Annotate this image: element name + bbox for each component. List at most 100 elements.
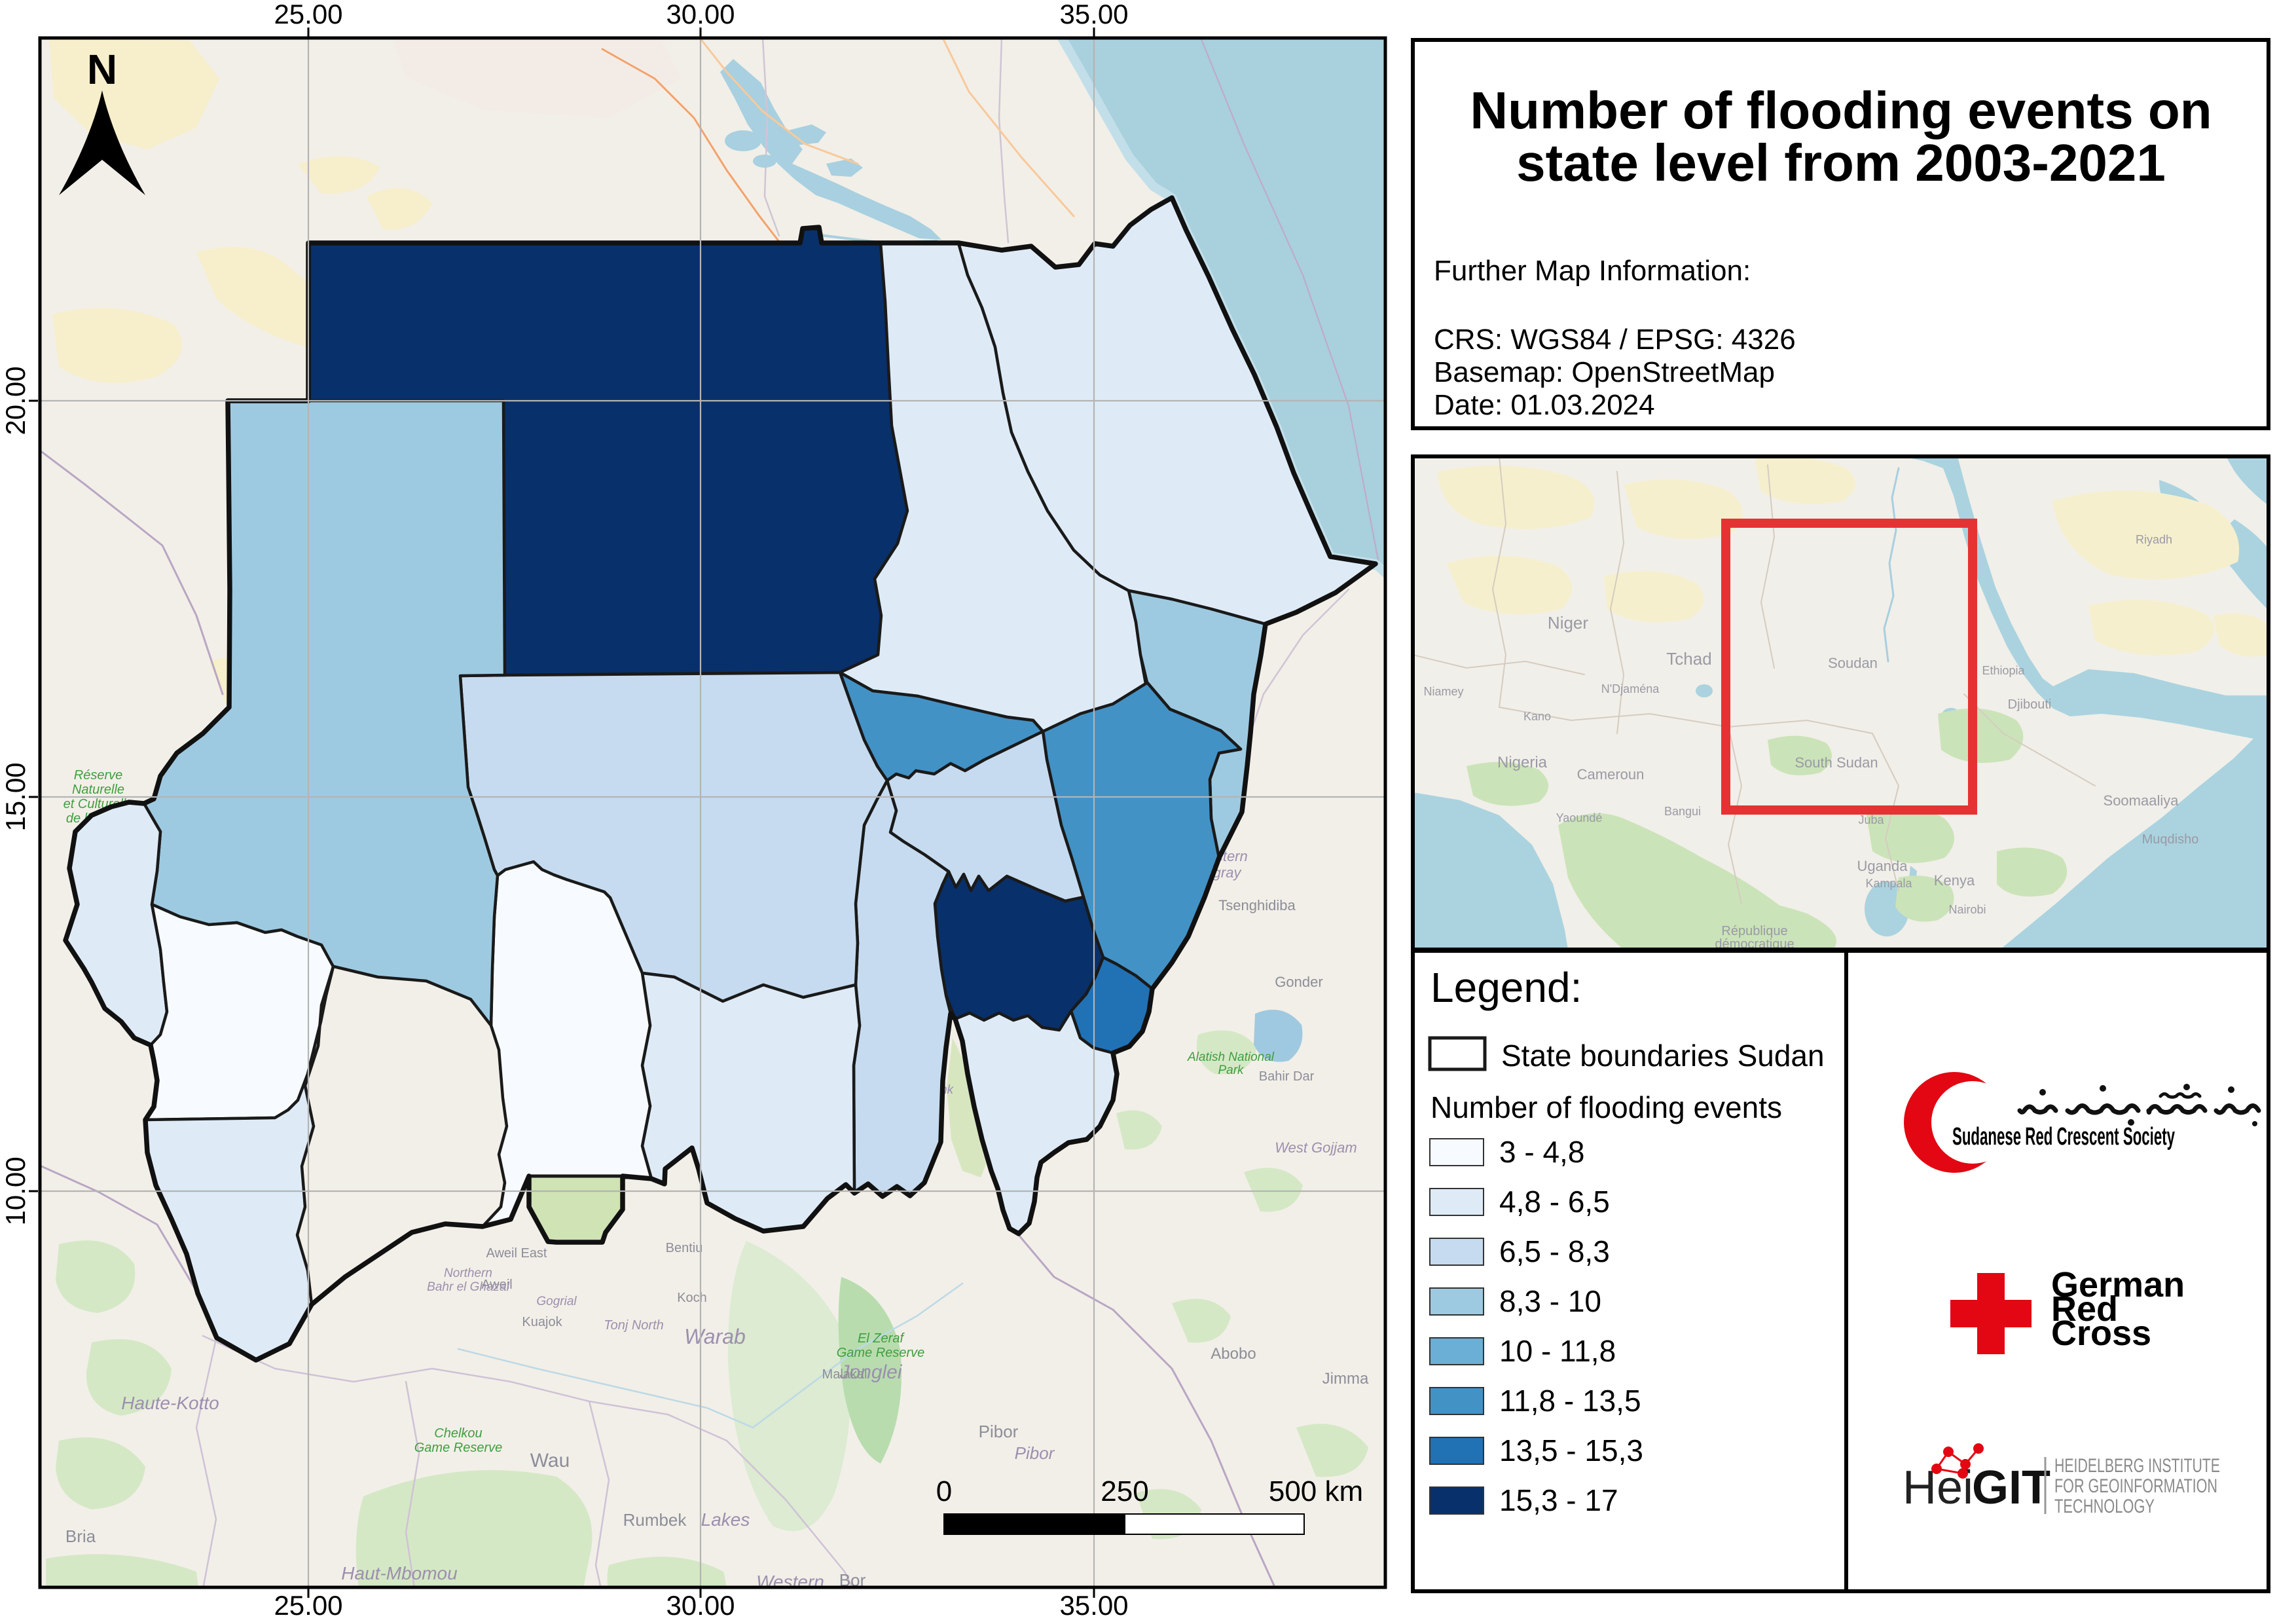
svg-text:Juba: Juba xyxy=(1858,813,1884,826)
svg-text:Nigeria: Nigeria xyxy=(1497,754,1548,771)
svg-text:Nairobi: Nairobi xyxy=(1948,903,1986,916)
svg-text:Tsenghidiba: Tsenghidiba xyxy=(1218,897,1296,913)
svg-text:Malakal: Malakal xyxy=(822,1367,867,1382)
svg-text:Pibor: Pibor xyxy=(1015,1443,1055,1463)
svg-text:Jimma: Jimma xyxy=(1322,1370,1369,1388)
svg-text:Yaoundé: Yaoundé xyxy=(1556,811,1603,824)
svg-text:démocratique: démocratique xyxy=(1715,937,1794,951)
svg-text:CRS: WGS84 / EPSG: 4326: CRS: WGS84 / EPSG: 4326 xyxy=(1434,323,1796,356)
svg-text:Haute-Kotto: Haute-Kotto xyxy=(121,1393,219,1413)
svg-text:Kenya: Kenya xyxy=(1934,872,1975,889)
svg-text:20.00: 20.00 xyxy=(0,366,31,435)
svg-text:3 - 4,8: 3 - 4,8 xyxy=(1499,1135,1584,1169)
svg-text:Obo: Obo xyxy=(481,1596,513,1616)
svg-text:10.00: 10.00 xyxy=(0,1156,31,1225)
svg-text:Chelkou: Chelkou xyxy=(434,1426,482,1441)
svg-text:25.00: 25.00 xyxy=(274,1590,342,1621)
svg-text:Bahr el Ghazal: Bahr el Ghazal xyxy=(427,1280,509,1294)
svg-text:Djibouti: Djibouti xyxy=(2008,697,2052,712)
svg-text:Cross: Cross xyxy=(2051,1314,2151,1353)
svg-text:250: 250 xyxy=(1101,1475,1148,1507)
svg-text:35.00: 35.00 xyxy=(1059,0,1128,29)
svg-text:Park: Park xyxy=(1218,1063,1245,1077)
svg-text:Bria: Bria xyxy=(65,1526,96,1546)
svg-text:Muqdisho: Muqdisho xyxy=(2142,832,2199,847)
svg-text:6,5 - 8,3: 6,5 - 8,3 xyxy=(1499,1234,1610,1268)
svg-text:Bentiu: Bentiu xyxy=(666,1241,703,1255)
svg-text:Kano: Kano xyxy=(1523,710,1551,723)
svg-text:Bangui: Bangui xyxy=(1664,805,1701,818)
svg-text:4,8 - 6,5: 4,8 - 6,5 xyxy=(1499,1185,1610,1219)
svg-text:Réserve: Réserve xyxy=(74,768,122,783)
svg-text:35.00: 35.00 xyxy=(1059,1590,1128,1621)
svg-text:15,3 - 17: 15,3 - 17 xyxy=(1499,1483,1618,1517)
svg-text:GIT: GIT xyxy=(1972,1462,2050,1514)
svg-text:Uganda: Uganda xyxy=(1857,858,1908,874)
svg-text:Gonder: Gonder xyxy=(1275,974,1322,990)
svg-text:Cameroun: Cameroun xyxy=(1577,766,1645,783)
svg-text:Tonj North: Tonj North xyxy=(604,1318,664,1333)
svg-text:Game Reserve: Game Reserve xyxy=(837,1346,925,1360)
svg-text:Mbomou: Mbomou xyxy=(176,1600,247,1620)
svg-text:Soudan: Soudan xyxy=(1828,655,1878,671)
svg-text:Number of flooding events on: Number of flooding events on xyxy=(1470,81,2212,139)
svg-text:8,3 - 10: 8,3 - 10 xyxy=(1499,1284,1601,1318)
svg-text:Sudanese Red Crescent Society: Sudanese Red Crescent Society xyxy=(1952,1123,2175,1151)
svg-text:Further Map Information:: Further Map Information: xyxy=(1434,255,1751,287)
svg-text:Date: 01.03.2024: Date: 01.03.2024 xyxy=(1434,389,1655,421)
svg-text:Bahir Dar: Bahir Dar xyxy=(1259,1069,1315,1084)
svg-text:Soomaaliya: Soomaaliya xyxy=(2104,792,2179,809)
svg-text:30.00: 30.00 xyxy=(666,1590,735,1621)
svg-text:Lakes: Lakes xyxy=(701,1509,750,1530)
svg-text:West Gojjam: West Gojjam xyxy=(1275,1139,1357,1156)
svg-text:Aweil: Aweil xyxy=(481,1278,512,1292)
svg-text:Naturelle: Naturelle xyxy=(72,783,124,797)
svg-text:11,8 - 13,5: 11,8 - 13,5 xyxy=(1499,1384,1641,1418)
svg-text:Number of flooding events: Number of flooding events xyxy=(1430,1090,1782,1124)
svg-text:Legend:: Legend: xyxy=(1430,964,1582,1011)
svg-text:Northern: Northern xyxy=(444,1266,492,1280)
svg-text:Koch: Koch xyxy=(677,1291,707,1305)
svg-text:République: République xyxy=(1721,924,1787,938)
svg-text:Jonglei: Jonglei xyxy=(839,1361,902,1383)
svg-text:Haut-Mbomou: Haut-Mbomou xyxy=(341,1563,458,1583)
svg-text:500 km: 500 km xyxy=(1269,1475,1363,1507)
svg-text:Alatish National: Alatish National xyxy=(1187,1050,1275,1064)
svg-text:Bor: Bor xyxy=(839,1570,866,1590)
svg-text:15.00: 15.00 xyxy=(0,762,31,831)
svg-text:Riyadh: Riyadh xyxy=(2136,533,2172,546)
svg-text:Western: Western xyxy=(756,1572,824,1592)
svg-text:Kuajok: Kuajok xyxy=(522,1315,562,1329)
svg-text:Pibor: Pibor xyxy=(979,1422,1019,1441)
svg-text:N'Djaména: N'Djaména xyxy=(1601,682,1660,695)
svg-text:Gogrial: Gogrial xyxy=(536,1295,577,1308)
svg-text:N: N xyxy=(87,46,117,93)
svg-text:Rumbek: Rumbek xyxy=(623,1510,687,1530)
svg-text:13,5 - 15,3: 13,5 - 15,3 xyxy=(1499,1433,1643,1467)
svg-text:Game Reserve: Game Reserve xyxy=(414,1441,503,1455)
svg-text:0: 0 xyxy=(936,1475,952,1507)
svg-text:German: German xyxy=(2051,1265,2185,1304)
svg-text:FOR GEOINFORMATION: FOR GEOINFORMATION xyxy=(2054,1475,2217,1497)
svg-text:TECHNOLOGY: TECHNOLOGY xyxy=(2054,1496,2155,1517)
svg-text:Aweil East: Aweil East xyxy=(486,1246,547,1261)
svg-text:Wau: Wau xyxy=(530,1450,570,1471)
svg-text:state level from 2003-2021: state level from 2003-2021 xyxy=(1516,134,2166,192)
svg-text:Basemap: OpenStreetMap: Basemap: OpenStreetMap xyxy=(1434,356,1775,388)
svg-text:El Zeraf: El Zeraf xyxy=(858,1331,905,1346)
svg-text:Tchad: Tchad xyxy=(1666,649,1711,669)
svg-text:Niger: Niger xyxy=(1548,613,1588,633)
svg-text:Ethiopia: Ethiopia xyxy=(1982,664,2025,677)
svg-text:Warab: Warab xyxy=(684,1325,746,1348)
svg-text:Niamey: Niamey xyxy=(1423,685,1463,698)
svg-text:25.00: 25.00 xyxy=(274,0,342,29)
svg-text:HEIDELBERG INSTITUTE: HEIDELBERG INSTITUTE xyxy=(2054,1455,2220,1477)
svg-text:Abobo: Abobo xyxy=(1211,1345,1256,1363)
svg-text:30.00: 30.00 xyxy=(666,0,735,29)
svg-text:10 - 11,8: 10 - 11,8 xyxy=(1499,1334,1616,1368)
svg-text:State boundaries Sudan: State boundaries Sudan xyxy=(1501,1039,1825,1073)
svg-text:Red: Red xyxy=(2051,1289,2118,1329)
svg-text:South Sudan: South Sudan xyxy=(1795,754,1878,771)
svg-text:Kampala: Kampala xyxy=(1865,877,1912,890)
svg-text:Equatoria: Equatoria xyxy=(751,1595,829,1615)
